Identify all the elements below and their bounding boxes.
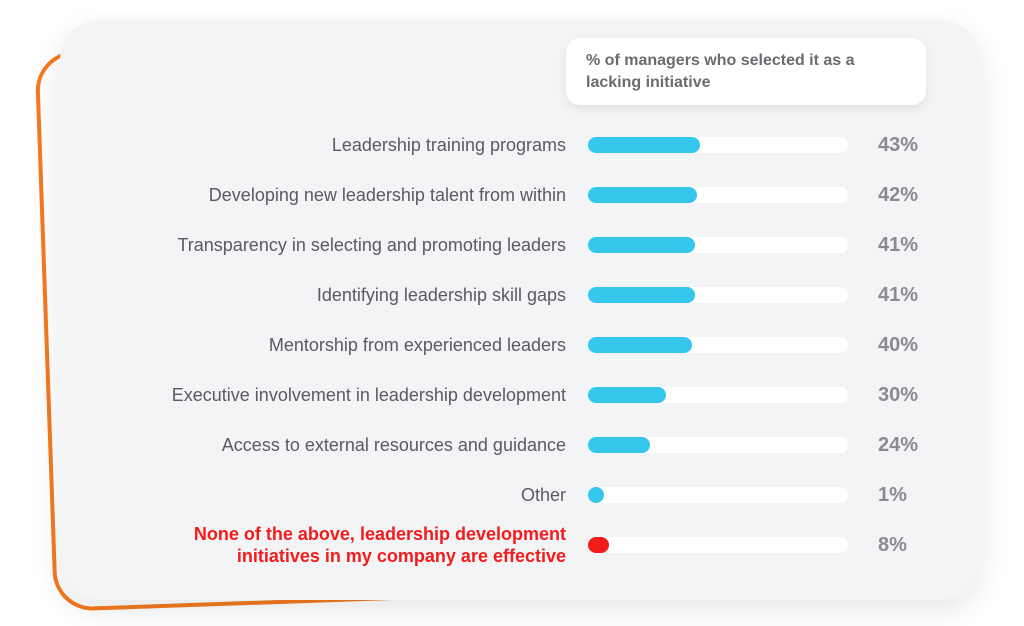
row-value: 41% bbox=[878, 234, 930, 257]
bar-wrap: 43% bbox=[588, 134, 932, 157]
bar-fill bbox=[588, 387, 666, 403]
chart-rows: Leadership training programs 43% Developin… bbox=[108, 120, 932, 570]
row-label: Transparency in selecting and promoting … bbox=[108, 234, 588, 257]
row-label: None of the above, leadership developmen… bbox=[108, 523, 588, 568]
bar-track bbox=[588, 337, 848, 353]
chart-row: Developing new leadership talent from wi… bbox=[108, 170, 932, 220]
row-value: 30% bbox=[878, 384, 930, 407]
row-value: 41% bbox=[878, 284, 930, 307]
bar-wrap: 30% bbox=[588, 384, 932, 407]
bar-track bbox=[588, 287, 848, 303]
bar-fill bbox=[588, 237, 695, 253]
row-label: Other bbox=[108, 484, 588, 507]
row-value: 42% bbox=[878, 184, 930, 207]
chart-header: % of managers who selected it as a lacki… bbox=[566, 38, 926, 105]
bar-fill bbox=[588, 137, 700, 153]
chart-row: Identifying leadership skill gaps 41% bbox=[108, 270, 932, 320]
chart-row: Access to external resources and guidanc… bbox=[108, 420, 932, 470]
row-label: Identifying leadership skill gaps bbox=[108, 284, 588, 307]
row-value: 1% bbox=[878, 484, 930, 507]
bar-fill bbox=[588, 337, 692, 353]
row-label: Access to external resources and guidanc… bbox=[108, 434, 588, 457]
chart-row: None of the above, leadership developmen… bbox=[108, 520, 932, 570]
bar-track bbox=[588, 437, 848, 453]
bar-track bbox=[588, 137, 848, 153]
chart-row: Executive involvement in leadership deve… bbox=[108, 370, 932, 420]
chart-row: Transparency in selecting and promoting … bbox=[108, 220, 932, 270]
bar-wrap: 41% bbox=[588, 234, 932, 257]
chart-row: Mentorship from experienced leaders 40% bbox=[108, 320, 932, 370]
row-value: 8% bbox=[878, 534, 930, 557]
bar-fill bbox=[588, 287, 695, 303]
bar-fill bbox=[588, 537, 609, 553]
bar-track bbox=[588, 237, 848, 253]
chart-row: Leadership training programs 43% bbox=[108, 120, 932, 170]
bar-wrap: 40% bbox=[588, 334, 932, 357]
row-value: 43% bbox=[878, 134, 930, 157]
bar-wrap: 41% bbox=[588, 284, 932, 307]
bar-wrap: 1% bbox=[588, 484, 932, 507]
bar-wrap: 8% bbox=[588, 534, 932, 557]
bar-track bbox=[588, 537, 848, 553]
row-label: Developing new leadership talent from wi… bbox=[108, 184, 588, 207]
bar-fill bbox=[588, 187, 697, 203]
row-value: 24% bbox=[878, 434, 930, 457]
bar-wrap: 42% bbox=[588, 184, 932, 207]
chart-card: % of managers who selected it as a lacki… bbox=[60, 20, 980, 600]
bar-wrap: 24% bbox=[588, 434, 932, 457]
row-label: Mentorship from experienced leaders bbox=[108, 334, 588, 357]
bar-fill bbox=[588, 487, 604, 503]
bar-track bbox=[588, 487, 848, 503]
bar-track bbox=[588, 187, 848, 203]
chart-stage: % of managers who selected it as a lacki… bbox=[0, 0, 1024, 626]
row-label: Executive involvement in leadership deve… bbox=[108, 384, 588, 407]
row-value: 40% bbox=[878, 334, 930, 357]
chart-row: Other 1% bbox=[108, 470, 932, 520]
row-label: Leadership training programs bbox=[108, 134, 588, 157]
bar-track bbox=[588, 387, 848, 403]
bar-fill bbox=[588, 437, 650, 453]
